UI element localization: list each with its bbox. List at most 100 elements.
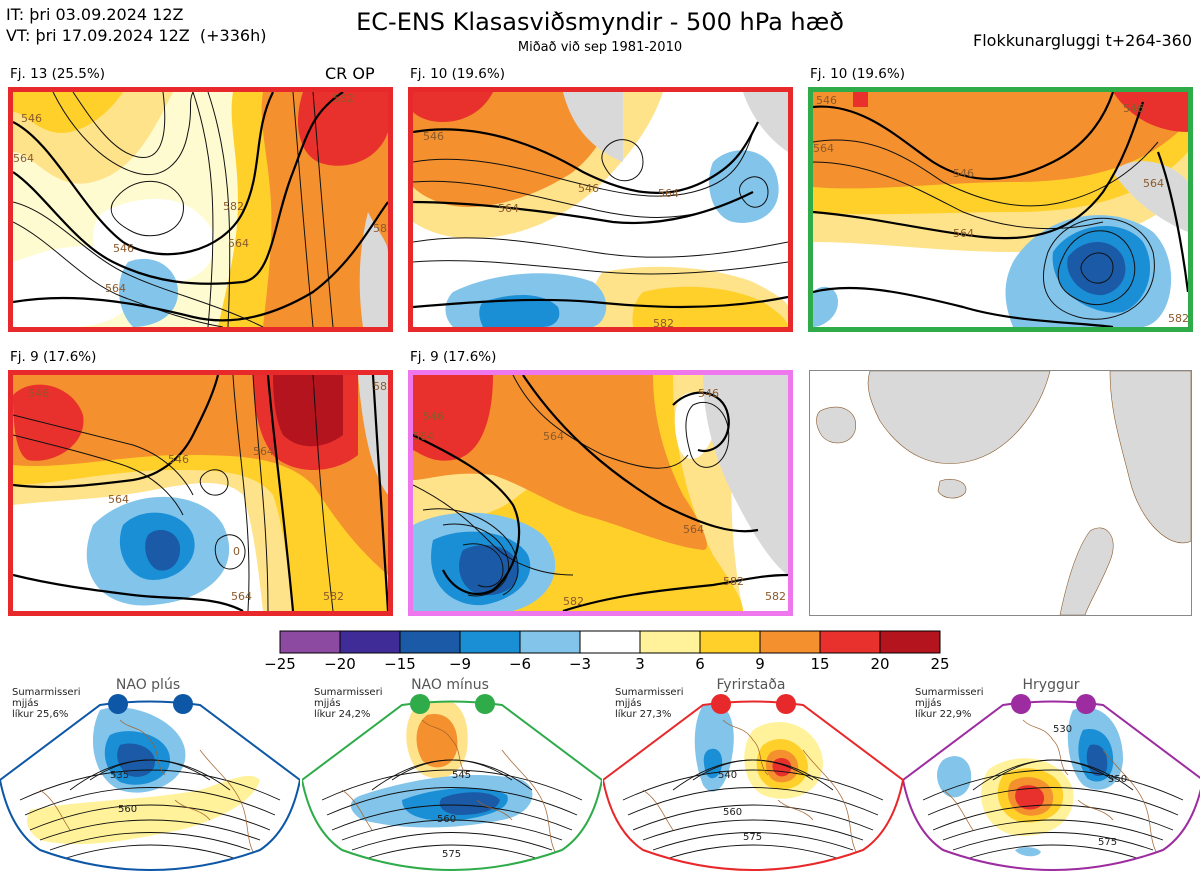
colorbar-tick-label: 3 [635, 655, 645, 673]
chart-subtitle: Miðað við sep 1981-2010 [517, 40, 683, 55]
regime-marker [475, 694, 495, 714]
colorbar [279, 630, 941, 654]
contour-label: 0 [233, 545, 240, 558]
contour-label: 582 [373, 222, 388, 235]
contour-label: 564 [813, 142, 834, 155]
regime-probability: líkur 25,6% [12, 709, 69, 720]
regime-marker [108, 694, 128, 714]
colorbar-swatch [519, 630, 581, 654]
valid-time-date: VT: þri 17.09.2024 12Z [6, 26, 190, 45]
panel-1-tag: CR OP [325, 64, 375, 83]
contour-label: 564 [228, 237, 249, 250]
regime-contour-label: 535 [110, 770, 129, 781]
regime-info: Sumarmisseri mjjás líkur 25,6% [12, 687, 80, 720]
regime-contour-label: 540 [718, 770, 737, 781]
classification-window: Flokkunargluggi t+264-360 [973, 31, 1192, 50]
regime-contour-label: 575 [1098, 837, 1117, 848]
panel-2-label: Fj. 10 (19.6%) [410, 66, 505, 82]
initial-time: IT: þri 03.09.2024 12Z [6, 5, 184, 24]
colorbar-tick-label: −20 [324, 655, 356, 673]
regime-season: Sumarmisseri [314, 687, 383, 698]
regime-marker [173, 694, 193, 714]
cluster-panel-1: 546 564 546 564 582 564 582 582 [8, 87, 393, 332]
contour-label: 582 [323, 590, 344, 603]
contour-label: 564 [953, 227, 974, 240]
regime-contour-label: 575 [442, 849, 461, 860]
contour-label: 546 [1123, 102, 1144, 115]
regime-smoothing: mjjás [12, 698, 39, 709]
contour-label: 582 [653, 317, 674, 327]
contour-label: 546 [113, 242, 134, 255]
contour-label: 546 [423, 130, 444, 143]
panel-1-label: Fj. 13 (25.5%) [10, 66, 105, 82]
colorbar-tick-label: −9 [448, 655, 472, 673]
regime-info: Sumarmisseri mjjás líkur 27,3% [615, 687, 683, 720]
colorbar-tick-label: 15 [810, 655, 830, 673]
header-info: IT: þri 03.09.2024 12Z VT: þri 17.09.202… [6, 4, 266, 46]
regime-probability: líkur 22,9% [915, 709, 972, 720]
colorbar-swatch [399, 630, 461, 654]
colorbar-swatch [759, 630, 821, 654]
contour-label: 582 [1168, 312, 1188, 325]
regime-name: Hryggur [1022, 677, 1080, 693]
cluster-panel-2: 546 546 564 564 582 [408, 87, 793, 332]
colorbar-swatch [639, 630, 701, 654]
colorbar-swatch [339, 630, 401, 654]
colorbar-swatch [459, 630, 521, 654]
colorbar-swatch [579, 630, 641, 654]
contour-label: 546 [423, 410, 444, 423]
regime-probability: líkur 24,2% [314, 709, 371, 720]
colorbar-tick-label: −6 [508, 655, 532, 673]
regime-smoothing: mjjás [915, 698, 942, 709]
regime-info: Sumarmisseri mjjás líkur 24,2% [314, 687, 382, 720]
regime-name: NAO plús [115, 677, 181, 693]
contour-label: 582 [723, 575, 744, 588]
contour-label: 582 [765, 590, 786, 603]
regime-contour-label: 560 [437, 814, 456, 825]
contour-label: 564 [231, 590, 252, 603]
regime-name: Fyrirstaða [716, 677, 786, 693]
contour-label: 564 [1143, 177, 1164, 190]
regime-smoothing: mjjás [615, 698, 642, 709]
contour-label: 564 [683, 523, 704, 536]
colorbar-swatch [819, 630, 881, 654]
contour-label: 546 [168, 453, 189, 466]
contour-label: 546 [578, 182, 599, 195]
contour-label: 564 [105, 282, 126, 295]
valid-time-lead: (+336h) [199, 26, 267, 45]
cluster-panel-3: 546 546 564 564 546 564 582 [808, 87, 1193, 332]
contour-label: 564 [253, 445, 274, 458]
valid-time: VT: þri 17.09.2024 12Z (+336h) [6, 25, 266, 46]
contour-label: 546 [28, 387, 49, 400]
cluster-panel-5: 546 564 546 564 564 582 582 582 [408, 370, 793, 616]
contour-label: 546 [21, 112, 42, 125]
colorbar-tick-label: 25 [930, 655, 950, 673]
regime-map: 545 560 575 [302, 694, 602, 871]
regime-contour-label: 545 [452, 770, 471, 781]
colorbar-tick-label: −3 [568, 655, 592, 673]
regime-contour-label: 575 [743, 832, 762, 843]
regime-info: Sumarmisseri mjjás líkur 22,9% [915, 687, 983, 720]
contour-label: 582 [563, 595, 584, 608]
contour-label: 582 [373, 380, 388, 393]
regime-marker [776, 694, 796, 714]
regime-contour-label: 560 [118, 804, 137, 815]
regime-season: Sumarmisseri [915, 687, 984, 698]
contour-label: 546 [816, 94, 837, 107]
regime-marker [1076, 694, 1096, 714]
cluster-panel-4: 546 564 546 564 582 564 582 0 [8, 370, 393, 616]
regime-season: Sumarmisseri [615, 687, 684, 698]
regime-marker [1011, 694, 1031, 714]
contour-label: 564 [413, 430, 434, 443]
regime-contour-label: 530 [1053, 724, 1072, 735]
contour-label: 564 [543, 430, 564, 443]
colorbar-swatch [879, 630, 941, 654]
regime-map: 530 550 575 [903, 694, 1200, 871]
regime-contour-label: 550 [1108, 774, 1127, 785]
regime-map: 540 560 575 [603, 694, 903, 871]
regime-probability: líkur 27,3% [615, 709, 672, 720]
chart-title: EC-ENS Klasasviðsmyndir - 500 hPa hæð [356, 8, 844, 36]
regime-marker [711, 694, 731, 714]
panel-4-label: Fj. 9 (17.6%) [10, 349, 97, 365]
contour-label: 546 [953, 167, 974, 180]
